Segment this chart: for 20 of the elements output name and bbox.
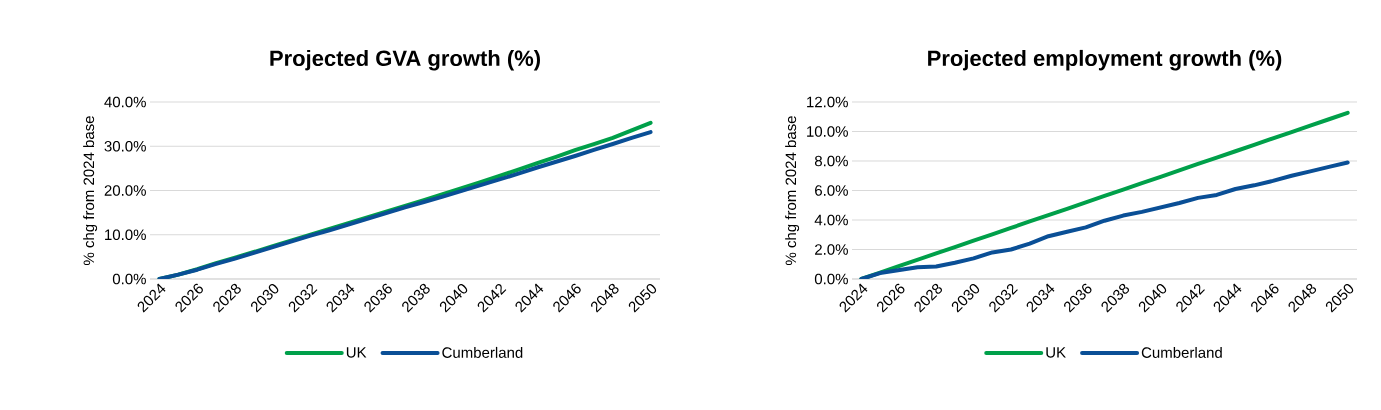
chart-title: Projected GVA growth (%) <box>270 49 540 71</box>
y-tick-label: 8.0% <box>814 155 848 167</box>
y-tick-label: 10.0% <box>105 229 146 241</box>
y-tick-label: 30.0% <box>104 140 146 152</box>
y-axis-title: % chg from 2024 base <box>83 116 98 266</box>
legend-label: UK <box>346 347 367 358</box>
y-tick-label: 20.0% <box>104 185 146 196</box>
y-tick-label: 12.0% <box>807 96 848 108</box>
y-tick-label: 6.0% <box>815 185 848 196</box>
legend-label: UK <box>1046 347 1066 358</box>
legend-label: Cumberland <box>1141 346 1222 358</box>
y-tick-label: 0.0% <box>112 273 146 285</box>
y-tick-label: 4.0% <box>814 214 848 226</box>
legend-label: Cumberland <box>442 346 523 358</box>
y-axis-title: % chg from 2024 base <box>785 116 800 266</box>
chart-title: Projected employment growth (%) <box>928 49 1282 71</box>
y-tick-label: 40.0% <box>104 96 146 108</box>
y-tick-label: 2.0% <box>815 244 848 255</box>
y-tick-label: 0.0% <box>814 273 848 285</box>
y-tick-label: 10.0% <box>807 126 848 137</box>
